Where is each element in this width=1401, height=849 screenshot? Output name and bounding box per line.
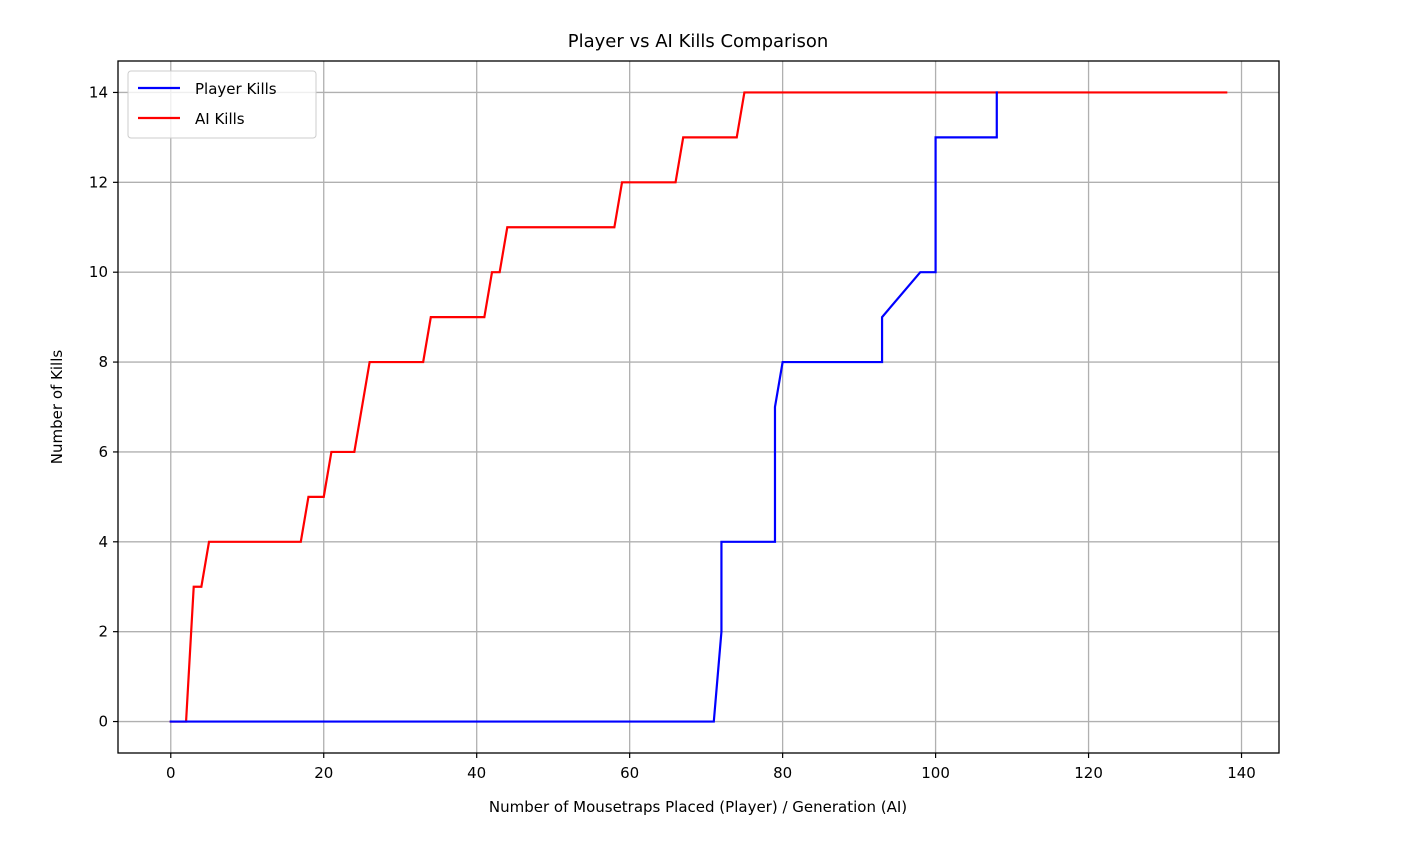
chart-title: Player vs AI Kills Comparison: [568, 31, 829, 52]
y-axis-ticks: 0 2 4 6 8 10 12 14: [89, 83, 118, 731]
series-line-player-kills: [169, 91, 998, 723]
x-tick-label: 80: [773, 764, 792, 782]
x-tick-label: 140: [1227, 764, 1256, 782]
y-tick-label: 6: [98, 443, 108, 461]
legend-label-ai: AI Kills: [195, 110, 245, 128]
y-axis-label: Number of Kills: [48, 350, 66, 465]
legend-label-player: Player Kills: [195, 80, 277, 98]
x-tick-label: 20: [314, 764, 333, 782]
x-tick-label: 100: [921, 764, 950, 782]
y-tick-label: 4: [98, 533, 108, 551]
series-line-ai-kills: [169, 91, 1228, 723]
x-tick-label: 0: [166, 764, 176, 782]
plot-frame: [117, 60, 1280, 754]
y-tick-label: 8: [98, 353, 108, 371]
x-axis-ticks: 0 20 40 60 80 100 120 140: [166, 753, 1256, 782]
x-tick-label: 40: [467, 764, 486, 782]
y-tick-label: 14: [89, 83, 108, 101]
y-tick-label: 10: [89, 263, 108, 281]
y-tick-label: 2: [98, 623, 108, 641]
y-tick-label: 12: [89, 173, 108, 191]
legend: Player Kills AI Kills: [127, 70, 317, 139]
series-layer: [169, 91, 1228, 723]
x-tick-label: 120: [1074, 764, 1103, 782]
y-tick-label: 0: [98, 713, 108, 731]
x-axis-label: Number of Mousetraps Placed (Player) / G…: [489, 798, 907, 816]
x-tick-label: 60: [620, 764, 639, 782]
